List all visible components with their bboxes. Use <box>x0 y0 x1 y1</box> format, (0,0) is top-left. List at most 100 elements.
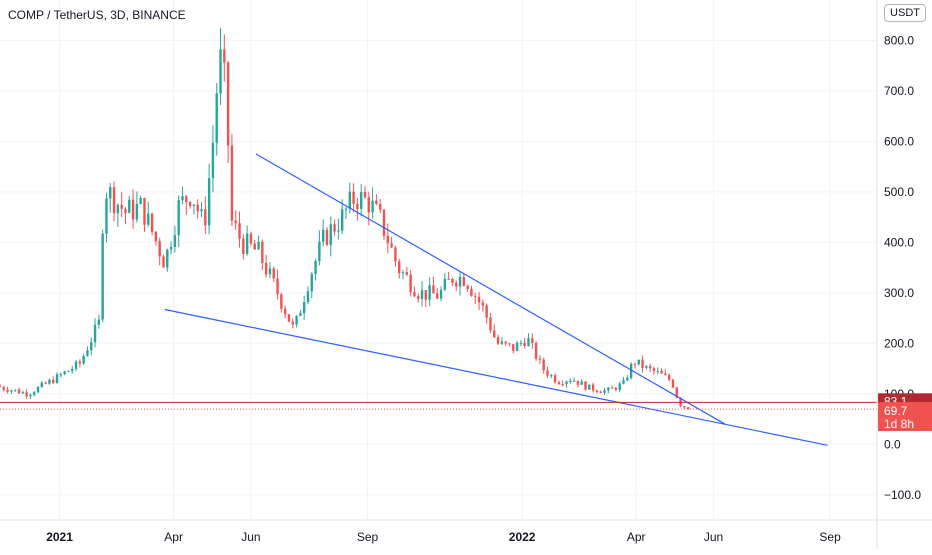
candle-up <box>401 272 405 274</box>
y-tick-label: 200.0 <box>884 336 914 350</box>
line-layer <box>0 153 877 446</box>
candle-down <box>386 235 390 244</box>
candle-down <box>25 392 28 397</box>
candle-down <box>394 247 397 262</box>
candle-up <box>139 197 142 205</box>
x-tick-label: 2021 <box>46 530 73 544</box>
candle-up <box>359 192 363 209</box>
candle-down <box>610 387 614 389</box>
candle-down <box>447 278 450 280</box>
candle-up <box>439 289 443 299</box>
candle-up <box>71 368 74 371</box>
candle-down <box>531 338 534 343</box>
candle-up <box>572 380 576 382</box>
candle-up <box>428 285 431 300</box>
current-price-label: 69.7 <box>884 404 908 418</box>
candle-down <box>538 358 542 360</box>
candle-up <box>344 208 348 210</box>
y-tick-label: 0.0 <box>884 437 901 451</box>
candle-down <box>2 387 6 390</box>
candle-down <box>451 278 454 283</box>
candle-up <box>14 389 17 391</box>
candle-up <box>295 315 298 325</box>
candle-down <box>553 375 557 383</box>
candle-up <box>59 374 63 376</box>
candle-down <box>584 381 587 390</box>
candle-down <box>667 375 671 380</box>
candle-up <box>116 204 120 214</box>
candle-up <box>36 387 40 393</box>
candle-up <box>147 213 150 225</box>
x-tick-label: Jun <box>241 530 260 544</box>
candle-up <box>101 233 104 320</box>
candle-down <box>576 380 580 385</box>
candle-down <box>204 209 207 226</box>
candle-down <box>496 337 500 344</box>
candle-down <box>599 391 602 393</box>
candle-up <box>48 379 51 384</box>
candle-down <box>390 243 393 248</box>
candle-down <box>325 229 329 245</box>
candle-up <box>90 342 93 351</box>
grid-layer <box>0 0 877 520</box>
candle-up <box>302 302 306 314</box>
candle-down <box>234 220 237 224</box>
candle-down <box>504 341 507 344</box>
current-price-badge <box>878 402 932 432</box>
candle-up <box>656 370 659 372</box>
candle-up <box>86 350 89 356</box>
y-tick-label: 500.0 <box>884 185 914 199</box>
candle-down <box>595 390 599 392</box>
candle-up <box>173 235 177 247</box>
candle-down <box>356 203 359 209</box>
candle-down <box>648 366 652 369</box>
candle-down <box>230 145 234 221</box>
candle-up <box>458 277 462 287</box>
candle-down <box>405 272 409 275</box>
candle-down <box>462 277 466 286</box>
candle-up <box>169 246 173 250</box>
candle-down <box>474 295 477 297</box>
candle-down <box>185 196 188 203</box>
candle-up <box>622 380 625 384</box>
candle-down <box>534 342 538 359</box>
candle-up <box>626 377 629 381</box>
candle-down <box>557 382 561 385</box>
candle-up <box>200 209 203 212</box>
y-tick-label: 800.0 <box>884 33 914 47</box>
candle-down <box>432 285 435 294</box>
candle-down <box>470 288 473 296</box>
x-tick-label: 2022 <box>509 530 536 544</box>
candle-up <box>340 209 344 231</box>
candle-down <box>158 241 161 257</box>
x-tick-label: Apr <box>164 530 183 544</box>
candle-down <box>272 268 275 279</box>
candle-up <box>588 384 591 390</box>
candle-down <box>162 256 165 268</box>
candle-down <box>683 406 686 408</box>
candle-up <box>128 199 131 213</box>
candle-up <box>329 224 332 245</box>
candle-down <box>44 382 47 384</box>
candle-down <box>120 204 123 209</box>
candle-up <box>177 200 180 236</box>
candle-up <box>33 392 36 395</box>
candle-down <box>264 262 268 275</box>
candle-up <box>67 370 70 372</box>
candle-up <box>348 191 351 209</box>
candle-down <box>352 191 355 204</box>
candle-down <box>196 204 199 212</box>
candle-down <box>633 363 637 365</box>
x-tick-label: Apr <box>627 530 646 544</box>
candle-down <box>280 294 283 309</box>
candle-down <box>417 296 420 299</box>
candle-up <box>166 249 169 268</box>
candle-up <box>211 142 215 179</box>
candle-up <box>219 49 222 94</box>
currency-unit-button[interactable]: USDT <box>884 4 926 22</box>
candle-up <box>603 390 606 393</box>
candle-up <box>321 229 325 242</box>
